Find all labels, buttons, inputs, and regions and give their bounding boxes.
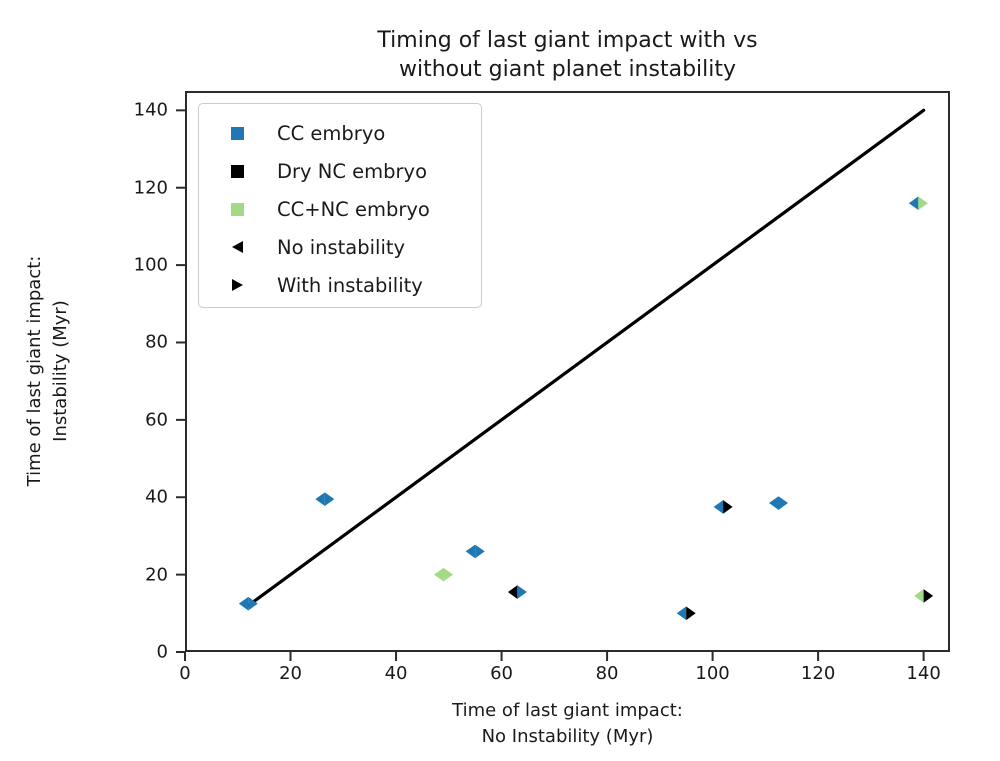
no-instability-marker [769,496,779,510]
legend-item-cc-nc-embryo: CC+NC embryo [199,190,481,228]
with-instability-marker [723,500,733,514]
y-tick-label: 60 [145,409,168,431]
no-instability-marker [315,492,325,506]
legend-label: Dry NC embryo [277,159,428,183]
triangle-left-icon [231,241,243,253]
plot-area: CC embryo Dry NC embryo CC+NC embryo No ins… [134,91,950,684]
with-instability-marker [923,589,934,603]
no-instability-marker [914,589,924,603]
legend-item-cc-embryo: CC embryo [199,114,481,152]
y-tick-label: 80 [145,331,168,353]
x-tick-label: 20 [279,663,302,684]
with-instability-marker [324,492,335,506]
no-instability-marker [713,500,724,514]
x-axis-label: Time of last giant impact: No Instabilit… [185,698,950,750]
no-instability-marker [507,585,518,599]
y-axis-label-line2: Instability (Myr) [50,300,71,442]
x-tick-label: 120 [800,663,836,684]
legend-label: With instability [277,273,423,297]
scatter-canvas [176,91,950,661]
y-tick-label: 20 [145,564,168,586]
no-instability-marker [676,606,687,621]
with-instability-marker [686,606,696,621]
x-tick-label: 80 [595,663,619,684]
y-tick-label: 0 [156,641,168,663]
no-instability-marker [238,596,249,611]
x-tick-label: 140 [906,663,941,684]
legend: CC embryo Dry NC embryo CC+NC embryo No ins… [198,103,482,308]
square-marker-icon [230,164,244,178]
x-tick-label: 60 [490,663,513,684]
with-instability-marker [475,544,485,559]
y-tick-label: 120 [133,177,168,199]
no-instability-marker [465,544,476,559]
no-instability-marker [908,196,919,210]
legend-label: No instability [277,235,406,259]
square-marker-icon [230,126,244,140]
legend-label: CC embryo [277,121,386,145]
one-to-one-line [246,108,926,608]
x-tick-label: 40 [384,663,408,684]
no-instability-marker [434,567,444,582]
y-tick-label: 40 [145,486,168,508]
x-axis-label-line2: No Instability (Myr) [481,726,654,747]
with-instability-marker [517,585,527,599]
y-axis-label: Time of last giant impact: Instability (… [22,256,74,487]
with-instability-marker [918,196,928,210]
chart-title: Timing of last giant impact with vs with… [185,26,950,84]
with-instability-marker [443,567,454,582]
with-instability-marker [778,496,789,510]
chart-title-line2: without giant planet instability [398,57,737,82]
plot-frame [185,91,950,652]
y-axis-label-line1: Time of last giant impact: [24,255,45,487]
with-instability-marker [248,596,258,611]
triangle-right-icon [231,279,243,291]
x-tick-label: 0 [179,663,191,684]
y-tick-label: 100 [133,254,168,276]
legend-item-dry-nc-embryo: Dry NC embryo [199,152,481,190]
legend-item-with-instability: With instability [199,266,481,304]
legend-item-no-instability: No instability [199,228,481,266]
legend-label: CC+NC embryo [277,197,430,221]
square-marker-icon [230,202,244,216]
x-axis-label-line1: Time of last giant impact: [452,700,683,721]
x-tick-label: 100 [695,663,730,684]
y-tick-label: 140 [133,99,168,121]
chart-title-line1: Timing of last giant impact with vs [377,28,758,53]
